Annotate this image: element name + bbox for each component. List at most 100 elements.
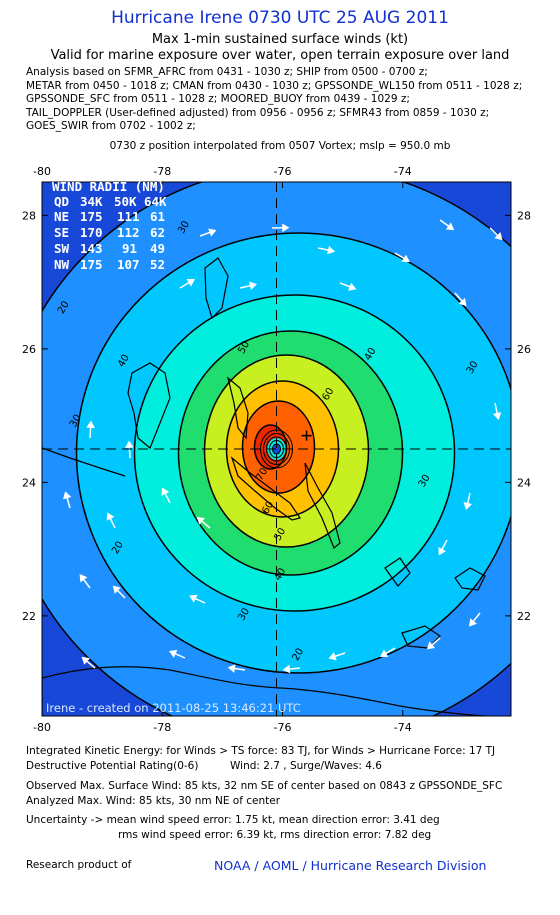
contour-label: 20: [290, 646, 306, 663]
x-tick-label-bottom: -74: [394, 721, 412, 734]
wind-radii-value: 111: [117, 209, 140, 224]
wind-arrowhead: [282, 664, 291, 674]
noaa-aoml-link[interactable]: NOAA / AOML / Hurricane Research Divisio…: [214, 858, 487, 873]
wind-radii-value: 62: [150, 225, 165, 240]
contour-label: 40: [116, 353, 132, 370]
ike-line: Integrated Kinetic Energy: for Winds > T…: [26, 745, 496, 757]
x-tick-label-bottom: -80: [33, 721, 51, 734]
wind-radii-header-qd: QD: [54, 194, 69, 209]
wind-radii-header-34k: 34K: [80, 194, 103, 209]
wind-arrowhead: [445, 222, 455, 231]
contour-line: [75, 232, 511, 674]
inagua-island: [401, 625, 441, 649]
wind-radii-quadrant: NE: [54, 209, 69, 224]
contour-label: 60: [321, 386, 337, 403]
wind-field-heatmap: [42, 182, 511, 716]
wind-radii-value: 91: [122, 241, 137, 256]
wind-radii-value: 175: [80, 209, 103, 224]
wind-radii-quadrant: SE: [54, 225, 69, 240]
analysis-line: Analysis based on SFMR_AFRC from 0431 - …: [26, 66, 428, 78]
y-tick-label-left: 28: [22, 209, 36, 222]
acklins-island: [384, 557, 411, 587]
wind-arrowhead: [327, 245, 336, 255]
eye-center: [272, 444, 281, 454]
wind-radii-header-64k: 64K: [144, 194, 167, 209]
florida-keys: [42, 447, 126, 477]
analysis-sources: Analysis based on SFMR_AFRC from 0431 - …: [26, 66, 546, 134]
y-tick-label-left: 22: [22, 610, 36, 623]
wind-arrowhead: [189, 594, 198, 603]
wind-radii-table: WIND RADII (NM) QD 34K 50K 64K NE 175 11…: [52, 179, 167, 272]
wind-arrowhead: [494, 232, 503, 241]
dpr-label: Destructive Potential Rating(0-6): [26, 760, 199, 772]
wind-radii-value: 112: [117, 225, 140, 240]
chart-title: Hurricane Irene 0730 UTC 25 AUG 2011: [111, 8, 449, 28]
wind-radii-value: 107: [117, 257, 140, 272]
wind-arrowhead: [438, 547, 446, 556]
y-tick-label-left: 24: [22, 476, 36, 489]
y-tick-label-right: 22: [517, 610, 531, 623]
wind-radii-value: 175: [80, 257, 103, 272]
observed-max-line: Observed Max. Surface Wind: 85 kts, 32 n…: [26, 780, 503, 792]
wind-vectors: [63, 219, 503, 674]
wind-arrowhead: [161, 487, 170, 496]
land-outlines: [42, 257, 491, 716]
max-wind-marker: [301, 430, 312, 441]
long-island: [304, 462, 341, 549]
analysis-line: METAR from 0450 - 1018 z; CMAN from 0430…: [26, 79, 523, 92]
y-tick-label-right: 24: [517, 476, 531, 489]
wind-arrowhead: [426, 641, 436, 650]
analyzed-max-line: Analyzed Max. Wind: 85 kts, 30 nm NE of …: [26, 795, 281, 807]
wind-arrowhead: [282, 223, 290, 233]
wind-radii-value: 49: [150, 241, 165, 256]
wind-arrowhead: [492, 412, 502, 421]
y-tick-label-left: 26: [22, 343, 36, 356]
analysis-line: TAIL_DOPPLER (User-defined adjusted) fro…: [26, 106, 490, 119]
chart-subtitle-variable: Max 1-min sustained surface winds (kt): [151, 32, 409, 47]
contour-line: [203, 354, 370, 548]
crosshair: [42, 182, 511, 716]
contour-line: [241, 400, 316, 494]
andros-island: [127, 362, 171, 449]
dpr-values: Wind: 2.7 , Surge/Waves: 4.6: [230, 760, 382, 772]
x-tick-label-top: -74: [394, 165, 412, 178]
wind-radii-quadrant: SW: [54, 241, 70, 256]
wind-arrowhead: [125, 440, 134, 449]
abaco-island: [204, 257, 229, 320]
wind-arrowhead: [196, 516, 205, 525]
wind-arrowhead: [401, 254, 410, 263]
wind-arrowhead: [469, 618, 477, 627]
wind-radii-quadrant: NW: [54, 257, 70, 272]
wind-arrowhead: [186, 279, 195, 287]
wind-radii-title: WIND RADII (NM): [52, 179, 165, 194]
wind-arrowhead: [79, 574, 88, 583]
exuma-chain: [230, 456, 301, 521]
x-tick-label-top: -78: [153, 165, 171, 178]
wind-radii-value: 52: [150, 257, 165, 272]
wind-arrowhead: [86, 420, 95, 429]
eleuthera-island: [226, 376, 249, 440]
position-note: 0730 z position interpolated from 0507 V…: [109, 140, 451, 152]
wind-radii-header-50k: 50K: [114, 194, 137, 209]
research-product-label: Research product of: [26, 859, 132, 871]
wind-arrowhead: [348, 282, 357, 291]
x-tick-label-bottom: -76: [274, 721, 292, 734]
created-stamp: Irene - created on 2011-08-25 13:46:21 U…: [46, 701, 301, 715]
chart-subtitle-validity: Valid for marine exposure over water, op…: [50, 48, 510, 63]
contour-line: [133, 294, 456, 612]
wind-arrowhead: [63, 491, 72, 500]
wind-arrowhead: [328, 652, 337, 661]
uncertainty-mean-line: Uncertainty -> mean wind speed error: 1.…: [26, 814, 440, 826]
analysis-line: GPSSONDE_SFC from 0511 - 1028 z; MOORED_…: [26, 93, 410, 106]
contour-label: 30: [68, 413, 84, 430]
x-tick-label-bottom: -78: [153, 721, 171, 734]
y-tick-label-right: 28: [517, 209, 531, 222]
wind-arrowhead: [208, 228, 217, 237]
axis-ticks: -80 -80 -78 -78 -76 -76 -74 -74 28 28 26 26 24 24 22 22: [22, 165, 531, 734]
caicos-islands: [454, 567, 486, 591]
wind-arrowhead: [249, 281, 258, 290]
y-tick-label-right: 26: [517, 343, 531, 356]
wind-arrowhead: [380, 649, 389, 657]
